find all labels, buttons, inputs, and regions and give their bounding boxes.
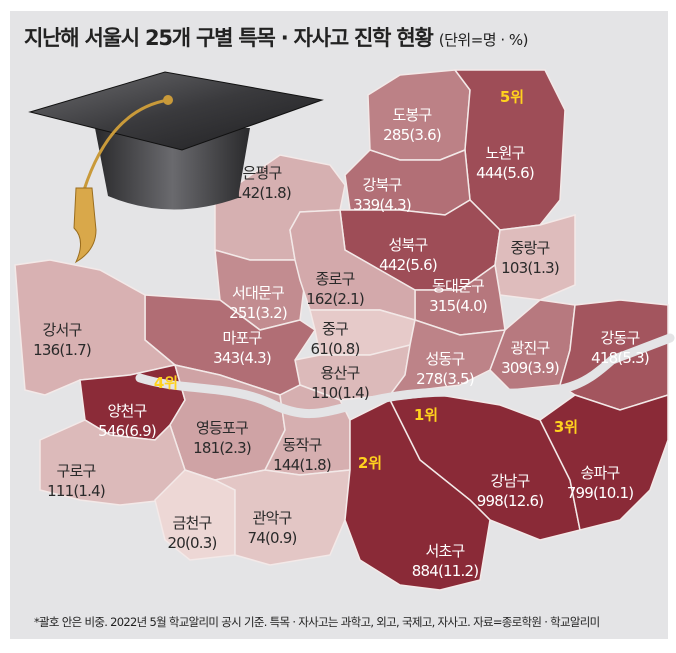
district-seocho	[344, 398, 491, 591]
district-value-label: 136(1.7)	[33, 341, 91, 359]
district-jongno	[289, 209, 416, 321]
district-name-label: 도봉구	[392, 106, 431, 124]
district-name-label: 강북구	[362, 176, 401, 194]
district-value-label: 442(5.6)	[379, 256, 437, 274]
district-name-label: 성동구	[425, 350, 464, 368]
rank-badge: 1위	[414, 406, 438, 424]
han-river	[135, 333, 675, 419]
district-value-label: 418(5.3)	[591, 349, 649, 367]
rank-badge: 5위	[500, 88, 524, 106]
rank-badge: 2위	[358, 454, 382, 472]
district-name-label: 성북구	[388, 236, 427, 254]
district-value-label: 884(11.2)	[412, 562, 479, 580]
district-name-label: 은평구	[242, 164, 281, 182]
title-text: 지난해 서울시 25개 구별 특목 · 자사고 진학 현황	[24, 26, 434, 50]
district-value-label: 144(1.8)	[273, 456, 331, 474]
district-name-label: 서대문구	[232, 284, 284, 302]
district-value-label: 251(3.2)	[229, 304, 287, 322]
district-name-label: 용산구	[320, 364, 359, 382]
district-name-label: 중구	[322, 320, 348, 338]
unit-label: (단위=명 · %)	[438, 31, 529, 49]
district-name-label: 관악구	[252, 509, 291, 527]
district-value-label: 278(3.5)	[416, 370, 474, 388]
district-name-label: 광진구	[510, 339, 549, 357]
district-value-label: 20(0.3)	[167, 534, 216, 552]
district-value-label: 103(1.3)	[501, 259, 559, 277]
district-name-label: 중랑구	[510, 239, 549, 257]
page-title: 지난해 서울시 25개 구별 특목 · 자사고 진학 현황 (단위=명 · %)	[24, 22, 529, 52]
district-value-label: 142(1.8)	[233, 184, 291, 202]
district-value-label: 343(4.3)	[213, 349, 271, 367]
district-name-label: 영등포구	[196, 419, 248, 437]
district-value-label: 309(3.9)	[501, 359, 559, 377]
district-name-label: 강동구	[600, 329, 639, 347]
district-name-label: 강서구	[42, 321, 81, 339]
district-value-label: 339(4.3)	[353, 196, 411, 214]
graduation-cap-icon	[28, 71, 324, 264]
district-value-label: 315(4.0)	[429, 297, 487, 315]
district-name-label: 금천구	[172, 514, 211, 532]
district-name-label: 양천구	[107, 402, 146, 420]
rank-badge: 3위	[554, 418, 578, 436]
rank-badge: 4위	[154, 374, 178, 392]
district-songpa	[539, 393, 669, 531]
district-value-label: 181(2.3)	[193, 439, 251, 457]
district-name-label: 강남구	[490, 472, 529, 490]
district-value-label: 546(6.9)	[98, 422, 156, 440]
district-value-label: 998(12.6)	[477, 492, 544, 510]
district-name-label: 노원구	[485, 144, 524, 162]
district-value-label: 799(10.1)	[567, 484, 634, 502]
district-value-label: 110(1.4)	[311, 384, 369, 402]
district-value-label: 444(5.6)	[476, 164, 534, 182]
district-value-label: 61(0.8)	[310, 340, 359, 358]
district-name-label: 서초구	[425, 542, 464, 560]
district-value-label: 162(2.1)	[306, 290, 364, 308]
district-name-label: 종로구	[315, 270, 354, 288]
district-gwanak	[212, 469, 351, 566]
district-seongdong	[388, 319, 507, 397]
district-value-label: 74(0.9)	[247, 529, 296, 547]
district-name-label: 동작구	[282, 436, 321, 454]
footnote: *괄호 안은 비중. 2022년 5월 학교알리미 공시 기준. 특목 · 자사…	[34, 615, 600, 629]
district-name-label: 마포구	[222, 329, 261, 347]
district-name-label: 송파구	[580, 464, 619, 482]
district-value-label: 285(3.6)	[383, 126, 441, 144]
district-name-label: 구로구	[56, 462, 95, 480]
district-value-label: 111(1.4)	[47, 482, 105, 500]
district-name-label: 동대문구	[432, 277, 484, 295]
